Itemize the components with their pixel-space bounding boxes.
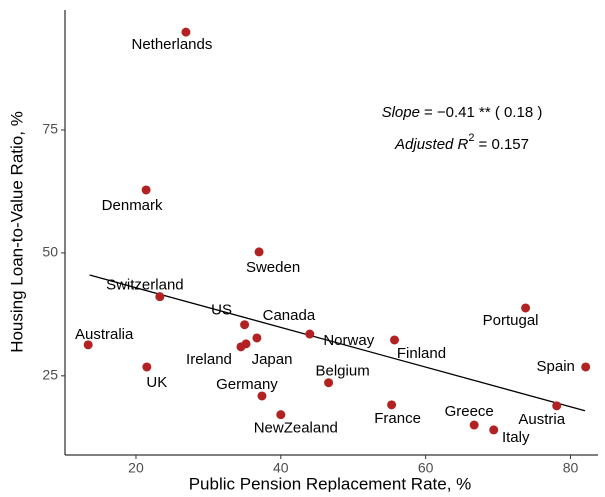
point <box>469 420 479 430</box>
annotation-part: = 0.157 <box>479 136 529 153</box>
point-label: France <box>374 410 421 427</box>
y-axis-title: Housing Loan-to-Value Ratio, % <box>7 111 26 353</box>
point-label: Germany <box>216 376 278 393</box>
point <box>581 362 591 372</box>
point-label: US <box>211 302 232 319</box>
point-label: Portugal <box>483 312 539 329</box>
point-label: Ireland <box>186 351 232 368</box>
point-label: Switzerland <box>106 277 184 294</box>
point <box>390 335 400 345</box>
annotation-part: 2 <box>468 132 474 144</box>
annotation-part: Slope <box>382 104 420 121</box>
annotation-part: = −0.41 ** ( 0.18 ) <box>424 104 542 121</box>
point-label: Netherlands <box>131 36 212 53</box>
x-tick-label: 80 <box>563 460 579 476</box>
point <box>257 391 267 401</box>
point-label: Finland <box>397 345 446 362</box>
annotation-part: Adjusted R <box>394 136 469 153</box>
point-label: Spain <box>537 358 575 375</box>
point-label: Sweden <box>246 259 300 276</box>
y-tick-label: 75 <box>42 121 58 137</box>
point <box>241 339 251 349</box>
point <box>387 400 397 410</box>
point-label: Australia <box>75 326 134 343</box>
point-label: Greece <box>445 403 494 420</box>
point <box>305 329 315 339</box>
point-label: Denmark <box>102 197 163 214</box>
point <box>276 410 286 420</box>
fit-line <box>89 274 586 412</box>
point-label: Norway <box>323 332 374 349</box>
point-label: UK <box>146 374 167 391</box>
point-label: Canada <box>263 307 316 324</box>
point <box>142 362 152 372</box>
point <box>83 340 93 350</box>
annotation: Adjusted R2 = 0.157 <box>394 132 529 153</box>
x-tick-label: 40 <box>273 460 289 476</box>
x-tick-label: 60 <box>418 460 434 476</box>
point <box>489 425 499 435</box>
y-tick-label: 25 <box>42 367 58 383</box>
point-label: Italy <box>502 429 530 446</box>
point <box>552 401 562 411</box>
point <box>521 303 531 313</box>
point <box>240 320 250 330</box>
point <box>181 27 191 37</box>
point <box>324 378 334 388</box>
point-label: NewZealand <box>254 420 338 437</box>
point-label: Austria <box>518 411 565 428</box>
point <box>252 333 262 343</box>
point-label: Japan <box>252 351 293 368</box>
point <box>155 292 165 302</box>
annotation: Slope = −0.41 ** ( 0.18 ) <box>382 104 543 121</box>
x-axis-title: Public Pension Replacement Rate, % <box>189 474 472 492</box>
point <box>141 185 151 195</box>
y-tick-label: 50 <box>42 244 58 260</box>
point-label: Belgium <box>316 363 370 380</box>
point <box>254 247 264 257</box>
x-tick-label: 20 <box>128 460 144 476</box>
